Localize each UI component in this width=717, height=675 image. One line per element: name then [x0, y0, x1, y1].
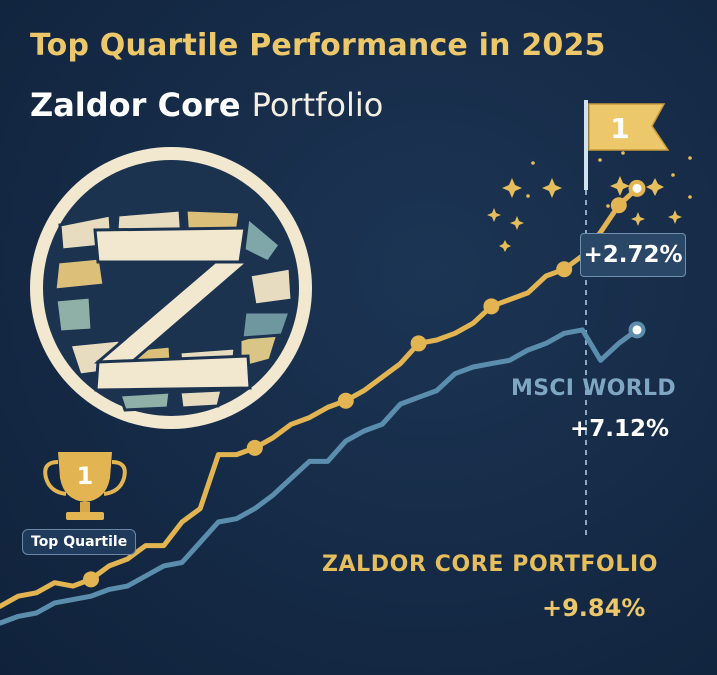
msci-world-return: +7.12% — [570, 416, 670, 442]
zaldor-core-portfolio-return: +9.84% — [542, 594, 646, 622]
trophy-rank-label: 1 — [77, 462, 94, 490]
portfolio-data-point — [83, 571, 99, 588]
portfolio-data-point — [337, 392, 354, 409]
series-line-msci-world — [0, 327, 640, 626]
series-line-zaldor-core-portfolio — [0, 185, 640, 609]
msci-world-end-point — [628, 321, 646, 339]
zaldor-logo-emblem — [30, 147, 312, 429]
trophy-icon: 1 — [43, 452, 127, 520]
peak-marker-line-top — [584, 100, 588, 190]
top-quartile-badge: Top Quartile — [22, 529, 137, 555]
headline: Top Quartile Performance in 2025 — [30, 28, 606, 63]
flag-rank-label: 1 — [610, 112, 629, 145]
portfolio-data-point — [610, 197, 627, 214]
legend-label-msci-world: MSCI WORLD — [511, 376, 676, 401]
celebration-stars — [487, 151, 692, 252]
portfolio-data-point — [483, 298, 500, 315]
legend-label-zaldor-core-portfolio: ZALDOR CORE PORTFOLIO — [322, 552, 659, 577]
portfolio-data-point — [556, 261, 573, 278]
logo-z-top-bar — [93, 226, 247, 264]
outperformance-box: +2.72% — [580, 233, 686, 277]
portfolio-end-point — [628, 179, 646, 197]
logo-z-bottom-bar — [94, 354, 252, 392]
portfolio-title-light: Portfolio — [251, 86, 384, 124]
portfolio-title: Zaldor Core Portfolio — [30, 86, 383, 124]
portfolio-title-bold: Zaldor Core — [30, 86, 241, 124]
chart-plot — [0, 179, 646, 626]
portfolio-data-point — [410, 335, 427, 352]
first-place-flag: 1 — [588, 103, 670, 151]
portfolio-data-point — [246, 439, 263, 456]
